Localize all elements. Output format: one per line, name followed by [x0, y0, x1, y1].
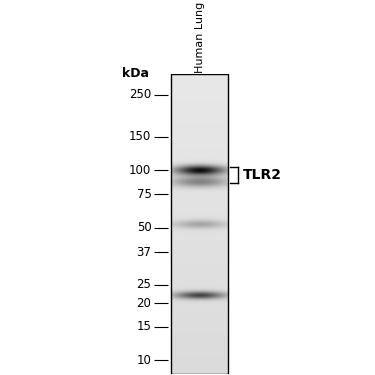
Text: 15: 15: [136, 320, 152, 333]
Text: Human Lung: Human Lung: [195, 2, 205, 73]
Text: 50: 50: [136, 221, 152, 234]
Text: TLR2: TLR2: [243, 168, 282, 182]
Text: 25: 25: [136, 278, 152, 291]
Text: 10: 10: [136, 354, 152, 367]
Text: 20: 20: [136, 297, 152, 310]
Text: 75: 75: [136, 188, 152, 201]
Text: kDa: kDa: [122, 67, 149, 80]
Bar: [171, 75, 228, 374]
Text: 250: 250: [129, 88, 152, 101]
Text: 150: 150: [129, 130, 152, 144]
Text: 100: 100: [129, 164, 152, 177]
Text: 37: 37: [136, 246, 152, 259]
